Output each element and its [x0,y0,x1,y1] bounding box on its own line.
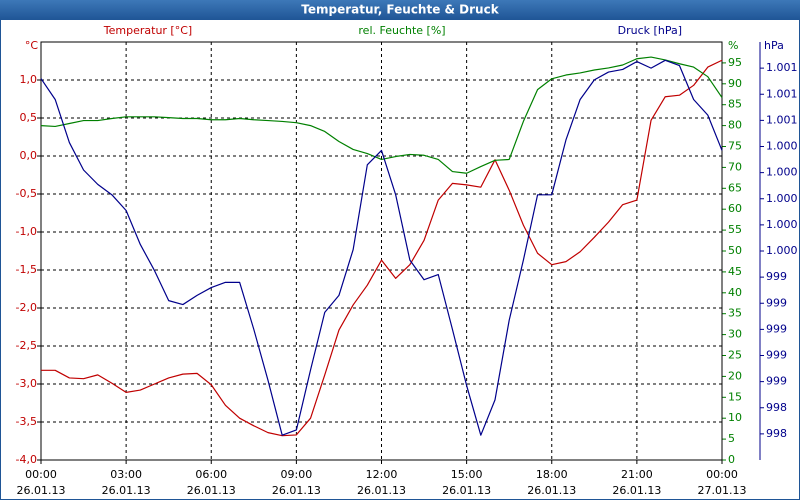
y3-tick-label: 999 [766,322,787,335]
y3-tick-label: 1.000 [766,218,798,231]
y3-tick-label: 1.001 [766,61,798,74]
y3-unit: hPa [764,39,784,52]
x-tick-date: 26.01.13 [527,484,576,497]
y-unit: °C [25,39,39,52]
y-tick-label: -2,0 [16,301,37,314]
y2-tick-label: 0 [728,453,735,466]
y2-tick-label: 70 [728,160,742,173]
y2-unit: % [728,39,738,52]
y3-tick-label: 999 [766,270,787,283]
x-tick-date: 27.01.13 [698,484,747,497]
x-tick-date: 26.01.13 [17,484,66,497]
x-tick-label: 21:00 [621,468,653,481]
y3-tick-label: 1.000 [766,192,798,205]
plot-frame [40,41,723,461]
y3-tick-label: 1.000 [766,166,798,179]
y3-tick-label: 1.001 [766,113,798,126]
x-tick-label: 15:00 [451,468,483,481]
title-bar [0,0,800,20]
y2-tick-label: 5 [728,432,735,445]
y2-tick-label: 90 [728,77,742,90]
chart-title: Temperatur, Feuchte & Druck [301,3,499,17]
y2-tick-label: 50 [728,244,742,257]
x-tick-date: 26.01.13 [187,484,236,497]
series-line [40,59,723,436]
series-line [40,56,723,174]
x-tick-date: 26.01.13 [612,484,661,497]
y3-tick-label: 1.000 [766,244,798,257]
x-tick-date: 26.01.13 [272,484,321,497]
y2-tick-label: 10 [728,411,742,424]
y-tick-label: -2,5 [16,339,37,352]
y3-tick-label: 1.001 [766,87,798,100]
x-tick-label: 00:00 [25,468,57,481]
y-tick-label: 1,0 [20,73,38,86]
x-tick-label: 00:00 [706,468,738,481]
y2-tick-label: 95 [728,56,742,69]
y3-tick-label: 998 [766,401,787,414]
x-tick-date: 26.01.13 [442,484,491,497]
y2-tick-label: 25 [728,349,742,362]
y-axis-label: Temperatur [°C] [103,24,192,37]
y2-tick-label: 65 [728,181,742,194]
y3-tick-label: 999 [766,296,787,309]
x-tick-label: 06:00 [195,468,227,481]
series-line [41,59,723,437]
y2-axis-label: rel. Feuchte [%] [358,24,445,37]
y3-tick-label: 998 [766,427,787,440]
y-tick-label: -1,0 [16,225,37,238]
y3-axis-label: Druck [hPa] [618,24,682,37]
y-tick-label: -4,0 [16,453,37,466]
y-tick-label: 0,0 [20,149,38,162]
x-tick-label: 03:00 [110,468,142,481]
y-tick-label: 0,5 [20,111,38,124]
y2-tick-label: 40 [728,286,742,299]
y3-tick-label: 999 [766,349,787,362]
y2-tick-label: 35 [728,307,742,320]
x-tick-label: 09:00 [281,468,313,481]
y2-tick-label: 45 [728,265,742,278]
y2-tick-label: 30 [728,328,742,341]
y3-tick-label: 1.000 [766,140,798,153]
y-tick-label: -3,5 [16,415,37,428]
x-tick-date: 26.01.13 [357,484,406,497]
x-tick-label: 18:00 [536,468,568,481]
y2-tick-label: 60 [728,202,742,215]
y2-tick-label: 20 [728,369,742,382]
x-tick-date: 26.01.13 [102,484,151,497]
y3-tick-label: 999 [766,375,787,388]
y-tick-label: -0,5 [16,187,37,200]
y2-tick-label: 75 [728,140,742,153]
y2-tick-label: 85 [728,98,742,111]
y2-tick-label: 15 [728,390,742,403]
y-tick-label: -3,0 [16,377,37,390]
y2-tick-label: 55 [728,223,742,236]
y-tick-label: -1,5 [16,263,37,276]
y2-tick-label: 80 [728,119,742,132]
x-tick-label: 12:00 [366,468,398,481]
